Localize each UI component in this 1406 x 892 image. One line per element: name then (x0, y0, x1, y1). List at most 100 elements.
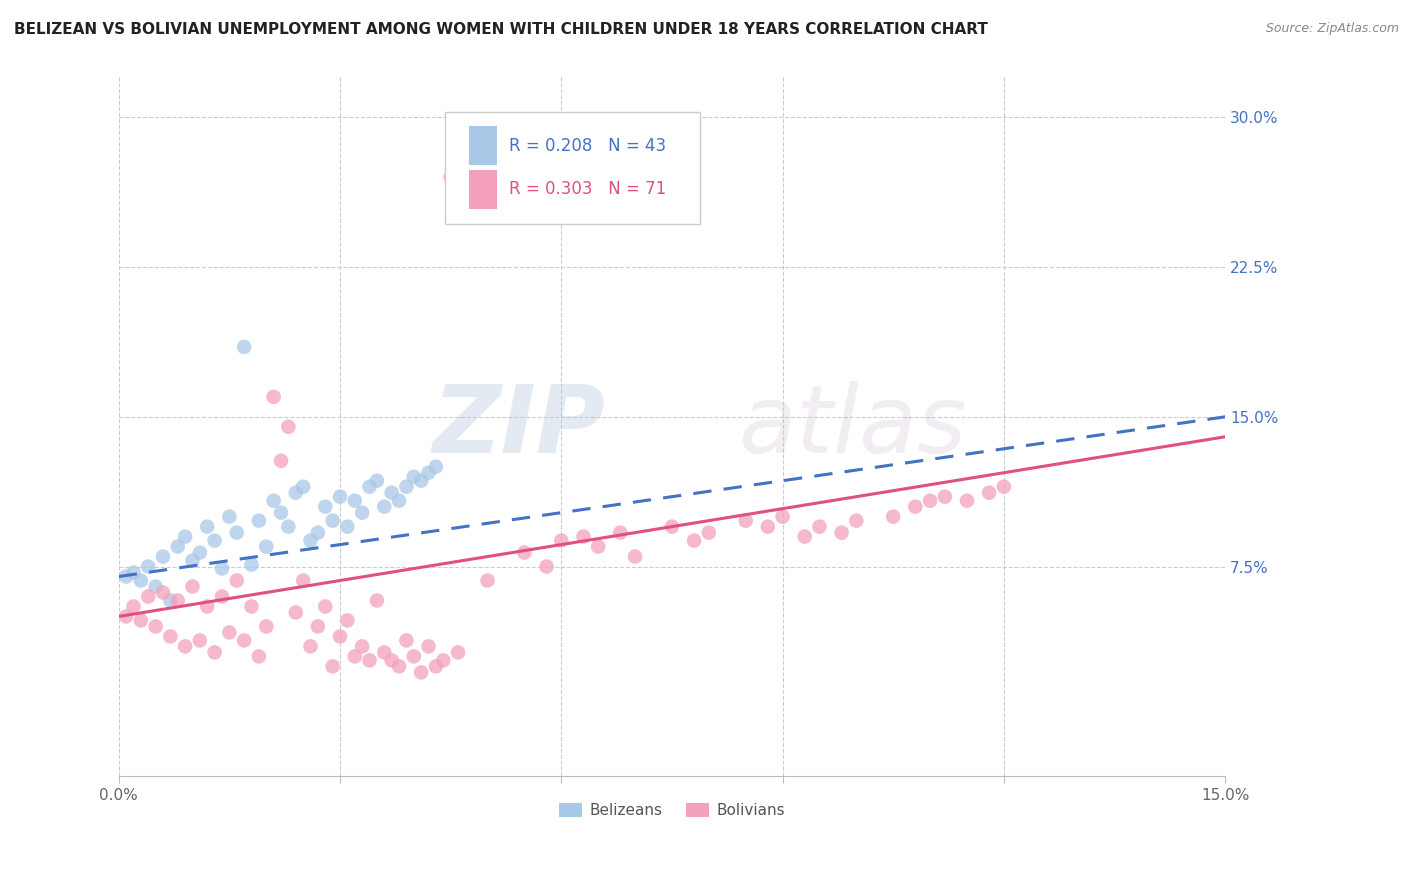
Point (233, 633, 256, 648)
Point (247, 514, 270, 528)
Point (307, 619, 329, 633)
Point (254, 619, 277, 633)
Point (359, 480, 381, 494)
Point (683, 533, 706, 548)
Point (329, 629, 352, 643)
Point (793, 530, 815, 544)
Point (263, 493, 285, 508)
Text: atlas: atlas (738, 381, 966, 472)
Point (513, 545, 536, 559)
Point (284, 606, 307, 620)
Text: R = 0.208   N = 43: R = 0.208 N = 43 (509, 136, 666, 155)
Point (477, 574, 499, 588)
Point (159, 593, 181, 607)
Point (218, 509, 240, 524)
Point (204, 533, 226, 548)
Legend: Belizeans, Bolivians: Belizeans, Bolivians (553, 797, 792, 824)
Point (292, 480, 315, 494)
Point (934, 490, 956, 504)
Bar (470, 127, 498, 165)
Point (366, 474, 388, 488)
Point (336, 519, 359, 533)
Point (211, 590, 233, 604)
Point (204, 645, 226, 659)
Point (352, 640, 374, 654)
Point (388, 659, 411, 673)
Point (145, 619, 167, 633)
Point (993, 480, 1015, 494)
Point (263, 390, 285, 404)
Point (270, 506, 292, 520)
Point (270, 454, 292, 468)
Point (174, 530, 197, 544)
Point (314, 599, 336, 614)
Point (808, 519, 831, 533)
Point (395, 480, 418, 494)
Point (734, 514, 756, 528)
Point (845, 514, 868, 528)
Point (411, 474, 433, 488)
Point (195, 519, 218, 533)
Point (166, 540, 188, 554)
Point (336, 614, 359, 628)
Point (174, 640, 197, 654)
Point (299, 533, 322, 548)
Point (218, 625, 240, 640)
Point (284, 485, 307, 500)
Point (373, 500, 395, 514)
Point (277, 519, 299, 533)
Point (166, 593, 188, 607)
FancyBboxPatch shape (446, 112, 700, 224)
Text: ZIP: ZIP (433, 381, 606, 473)
Point (240, 558, 263, 572)
Point (314, 500, 336, 514)
Point (122, 599, 145, 614)
Point (772, 509, 794, 524)
Point (343, 649, 366, 664)
Point (136, 559, 159, 574)
Point (418, 640, 440, 654)
Point (352, 506, 374, 520)
Point (395, 633, 418, 648)
Point (366, 593, 388, 607)
Point (381, 653, 404, 667)
Point (411, 665, 433, 680)
Point (432, 653, 454, 667)
Bar (470, 170, 498, 209)
Point (920, 493, 942, 508)
Point (661, 519, 683, 533)
Point (225, 525, 247, 540)
Point (322, 659, 344, 673)
Point (756, 519, 779, 533)
Point (225, 574, 247, 588)
Point (307, 525, 329, 540)
Point (136, 590, 159, 604)
Point (956, 493, 979, 508)
Point (122, 566, 145, 580)
Point (211, 561, 233, 575)
Point (979, 485, 1001, 500)
Point (831, 525, 853, 540)
Point (402, 649, 425, 664)
Point (115, 569, 138, 583)
Point (159, 629, 181, 643)
Point (233, 340, 256, 354)
Point (440, 170, 463, 185)
Point (586, 540, 609, 554)
Point (572, 530, 595, 544)
Point (402, 469, 425, 483)
Point (152, 585, 174, 599)
Point (292, 574, 315, 588)
Text: R = 0.303   N = 71: R = 0.303 N = 71 (509, 180, 666, 198)
Point (388, 493, 411, 508)
Point (145, 580, 167, 594)
Point (418, 466, 440, 480)
Point (188, 545, 211, 559)
Point (329, 490, 352, 504)
Point (152, 549, 174, 564)
Point (697, 525, 720, 540)
Point (188, 633, 211, 648)
Text: Source: ZipAtlas.com: Source: ZipAtlas.com (1265, 22, 1399, 36)
Point (299, 640, 322, 654)
Point (181, 553, 204, 567)
